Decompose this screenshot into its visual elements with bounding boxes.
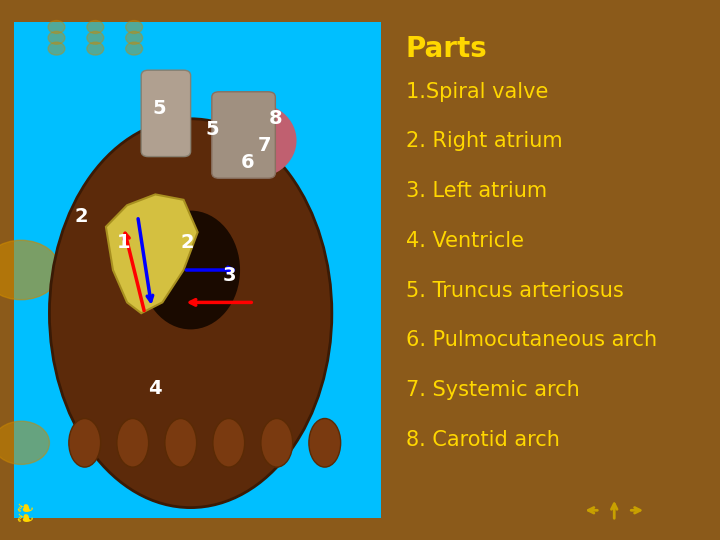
Text: 4. Ventricle: 4. Ventricle <box>406 231 524 251</box>
Circle shape <box>126 21 143 33</box>
Text: ❧: ❧ <box>15 500 34 519</box>
Circle shape <box>48 42 65 55</box>
Ellipse shape <box>213 418 245 467</box>
FancyBboxPatch shape <box>212 92 275 178</box>
Text: 5: 5 <box>152 98 166 118</box>
Text: 1.Spiral valve: 1.Spiral valve <box>406 82 549 102</box>
Ellipse shape <box>69 418 101 467</box>
Circle shape <box>87 31 104 44</box>
Text: 6: 6 <box>240 152 254 172</box>
Circle shape <box>87 42 104 55</box>
Text: 7. Systemic arch: 7. Systemic arch <box>406 380 580 400</box>
Ellipse shape <box>117 418 148 467</box>
Text: 6. Pulmocutaneous arch: 6. Pulmocutaneous arch <box>406 330 657 350</box>
Circle shape <box>87 21 104 33</box>
Polygon shape <box>106 194 198 313</box>
Circle shape <box>48 31 65 44</box>
Circle shape <box>126 42 143 55</box>
Ellipse shape <box>50 119 332 508</box>
Ellipse shape <box>141 211 240 329</box>
Text: 8: 8 <box>269 109 282 129</box>
Text: ❧: ❧ <box>15 510 34 530</box>
Text: 7: 7 <box>258 136 271 156</box>
Circle shape <box>48 21 65 33</box>
Ellipse shape <box>309 418 341 467</box>
Text: 2. Right atrium: 2. Right atrium <box>406 131 562 152</box>
Ellipse shape <box>261 418 292 467</box>
Text: 3: 3 <box>222 266 236 285</box>
Bar <box>39 43 364 508</box>
Ellipse shape <box>109 205 173 292</box>
Text: 1: 1 <box>117 233 130 253</box>
FancyBboxPatch shape <box>141 70 191 157</box>
Text: 4: 4 <box>148 379 162 399</box>
Circle shape <box>126 31 143 44</box>
FancyBboxPatch shape <box>14 22 382 518</box>
Text: Parts: Parts <box>406 35 487 63</box>
Circle shape <box>0 240 60 300</box>
Ellipse shape <box>165 418 197 467</box>
Circle shape <box>0 421 50 464</box>
Text: 8. Carotid arch: 8. Carotid arch <box>406 429 560 450</box>
Text: 2: 2 <box>180 233 194 253</box>
Text: 2: 2 <box>74 206 88 226</box>
Ellipse shape <box>212 103 297 178</box>
Text: 5. Truncus arteriosus: 5. Truncus arteriosus <box>406 280 624 301</box>
Text: 3. Left atrium: 3. Left atrium <box>406 181 547 201</box>
Text: 5: 5 <box>205 120 219 139</box>
